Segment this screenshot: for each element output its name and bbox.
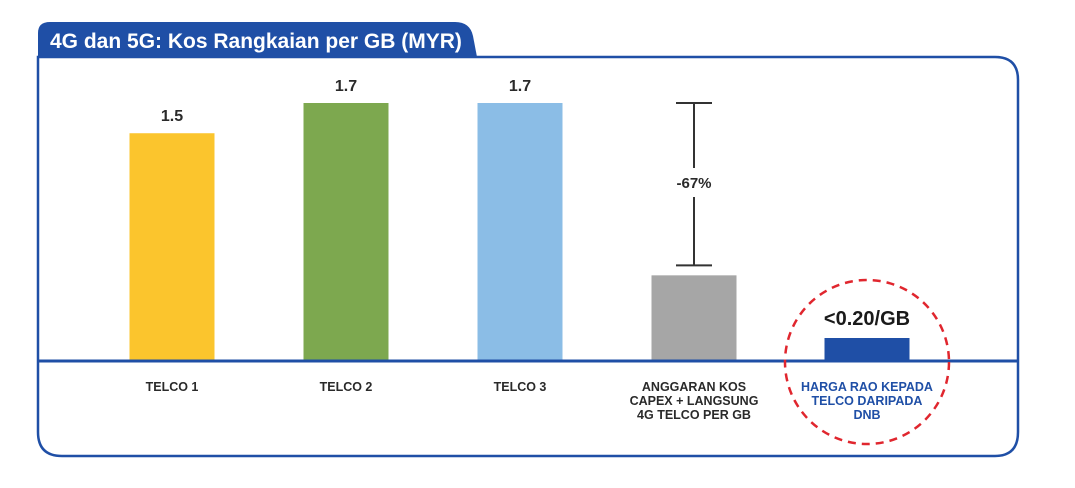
category-label-5-line-2: TELCO DARIPADA <box>812 394 923 408</box>
category-label-5-line-1: HARGA RAO KEPADA <box>801 380 933 394</box>
range-annotation-label: -67% <box>676 175 711 192</box>
bar-5 <box>824 338 910 360</box>
value-label-1: 1.5 <box>161 108 183 125</box>
bar-3 <box>477 103 563 360</box>
category-label-5-line-3: DNB <box>853 408 880 422</box>
value-label-3: 1.7 <box>509 78 531 95</box>
category-label-4-line-3: 4G TELCO PER GB <box>637 408 751 422</box>
chart-marks: 1.5 TELCO 1 1.7 TELCO 2 1.7 TELCO 3 ANGGARAN K… <box>129 78 933 422</box>
category-label-4-line-1: ANGGARAN KOS <box>642 380 746 394</box>
category-label-4-line-2: CAPEX + LANGSUNG <box>630 394 759 408</box>
chart-frame <box>36 55 1020 458</box>
bar-1 <box>129 133 215 360</box>
value-label-2: 1.7 <box>335 78 357 95</box>
bar-4 <box>651 275 737 360</box>
chart-title: 4G dan 5G: Kos Rangkaian per GB (MYR) <box>50 30 462 53</box>
category-label-2-line-1: TELCO 2 <box>320 380 373 394</box>
dnb-highlight-circle <box>783 278 951 446</box>
title-tab <box>38 22 477 57</box>
category-label-1-line-1: TELCO 1 <box>146 380 199 394</box>
category-label-3-line-1: TELCO 3 <box>494 380 547 394</box>
value-label-5: <0.20/GB <box>824 308 910 330</box>
bar-2 <box>303 103 389 360</box>
